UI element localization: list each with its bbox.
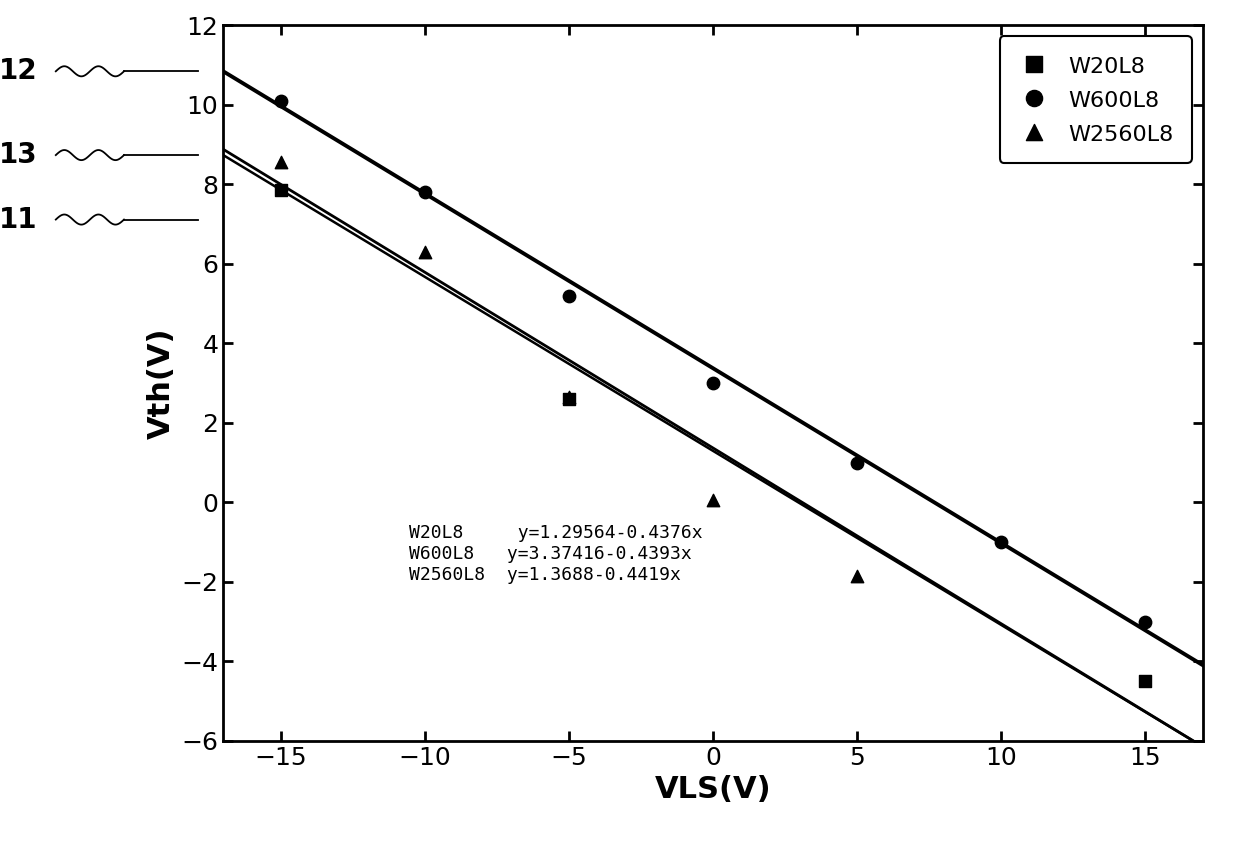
W600L8 (270, 94, 290, 108)
W600L8 (991, 536, 1011, 549)
W600L8 (559, 289, 579, 302)
W2560L8 (270, 156, 290, 169)
W2560L8 (559, 391, 579, 404)
W600L8 (415, 185, 435, 199)
W20L8 (559, 392, 579, 406)
W600L8 (847, 456, 867, 469)
Y-axis label: Vth(V): Vth(V) (146, 328, 176, 439)
W20L8 (270, 183, 290, 196)
W600L8 (703, 376, 723, 390)
Text: W20L8     y=1.29564-0.4376x
W600L8   y=3.37416-0.4393x
W2560L8  y=1.3688-0.4419x: W20L8 y=1.29564-0.4376x W600L8 y=3.37416… (409, 524, 703, 584)
W2560L8 (415, 245, 435, 258)
X-axis label: VLS(V): VLS(V) (655, 775, 771, 804)
W20L8 (1136, 674, 1156, 688)
Legend: W20L8, W600L8, W2560L8: W20L8, W600L8, W2560L8 (999, 36, 1192, 163)
W2560L8 (847, 569, 867, 583)
Text: 11: 11 (0, 205, 37, 233)
W600L8 (1136, 615, 1156, 628)
Text: 13: 13 (0, 141, 37, 169)
Text: 12: 12 (0, 57, 37, 85)
W2560L8 (703, 493, 723, 507)
